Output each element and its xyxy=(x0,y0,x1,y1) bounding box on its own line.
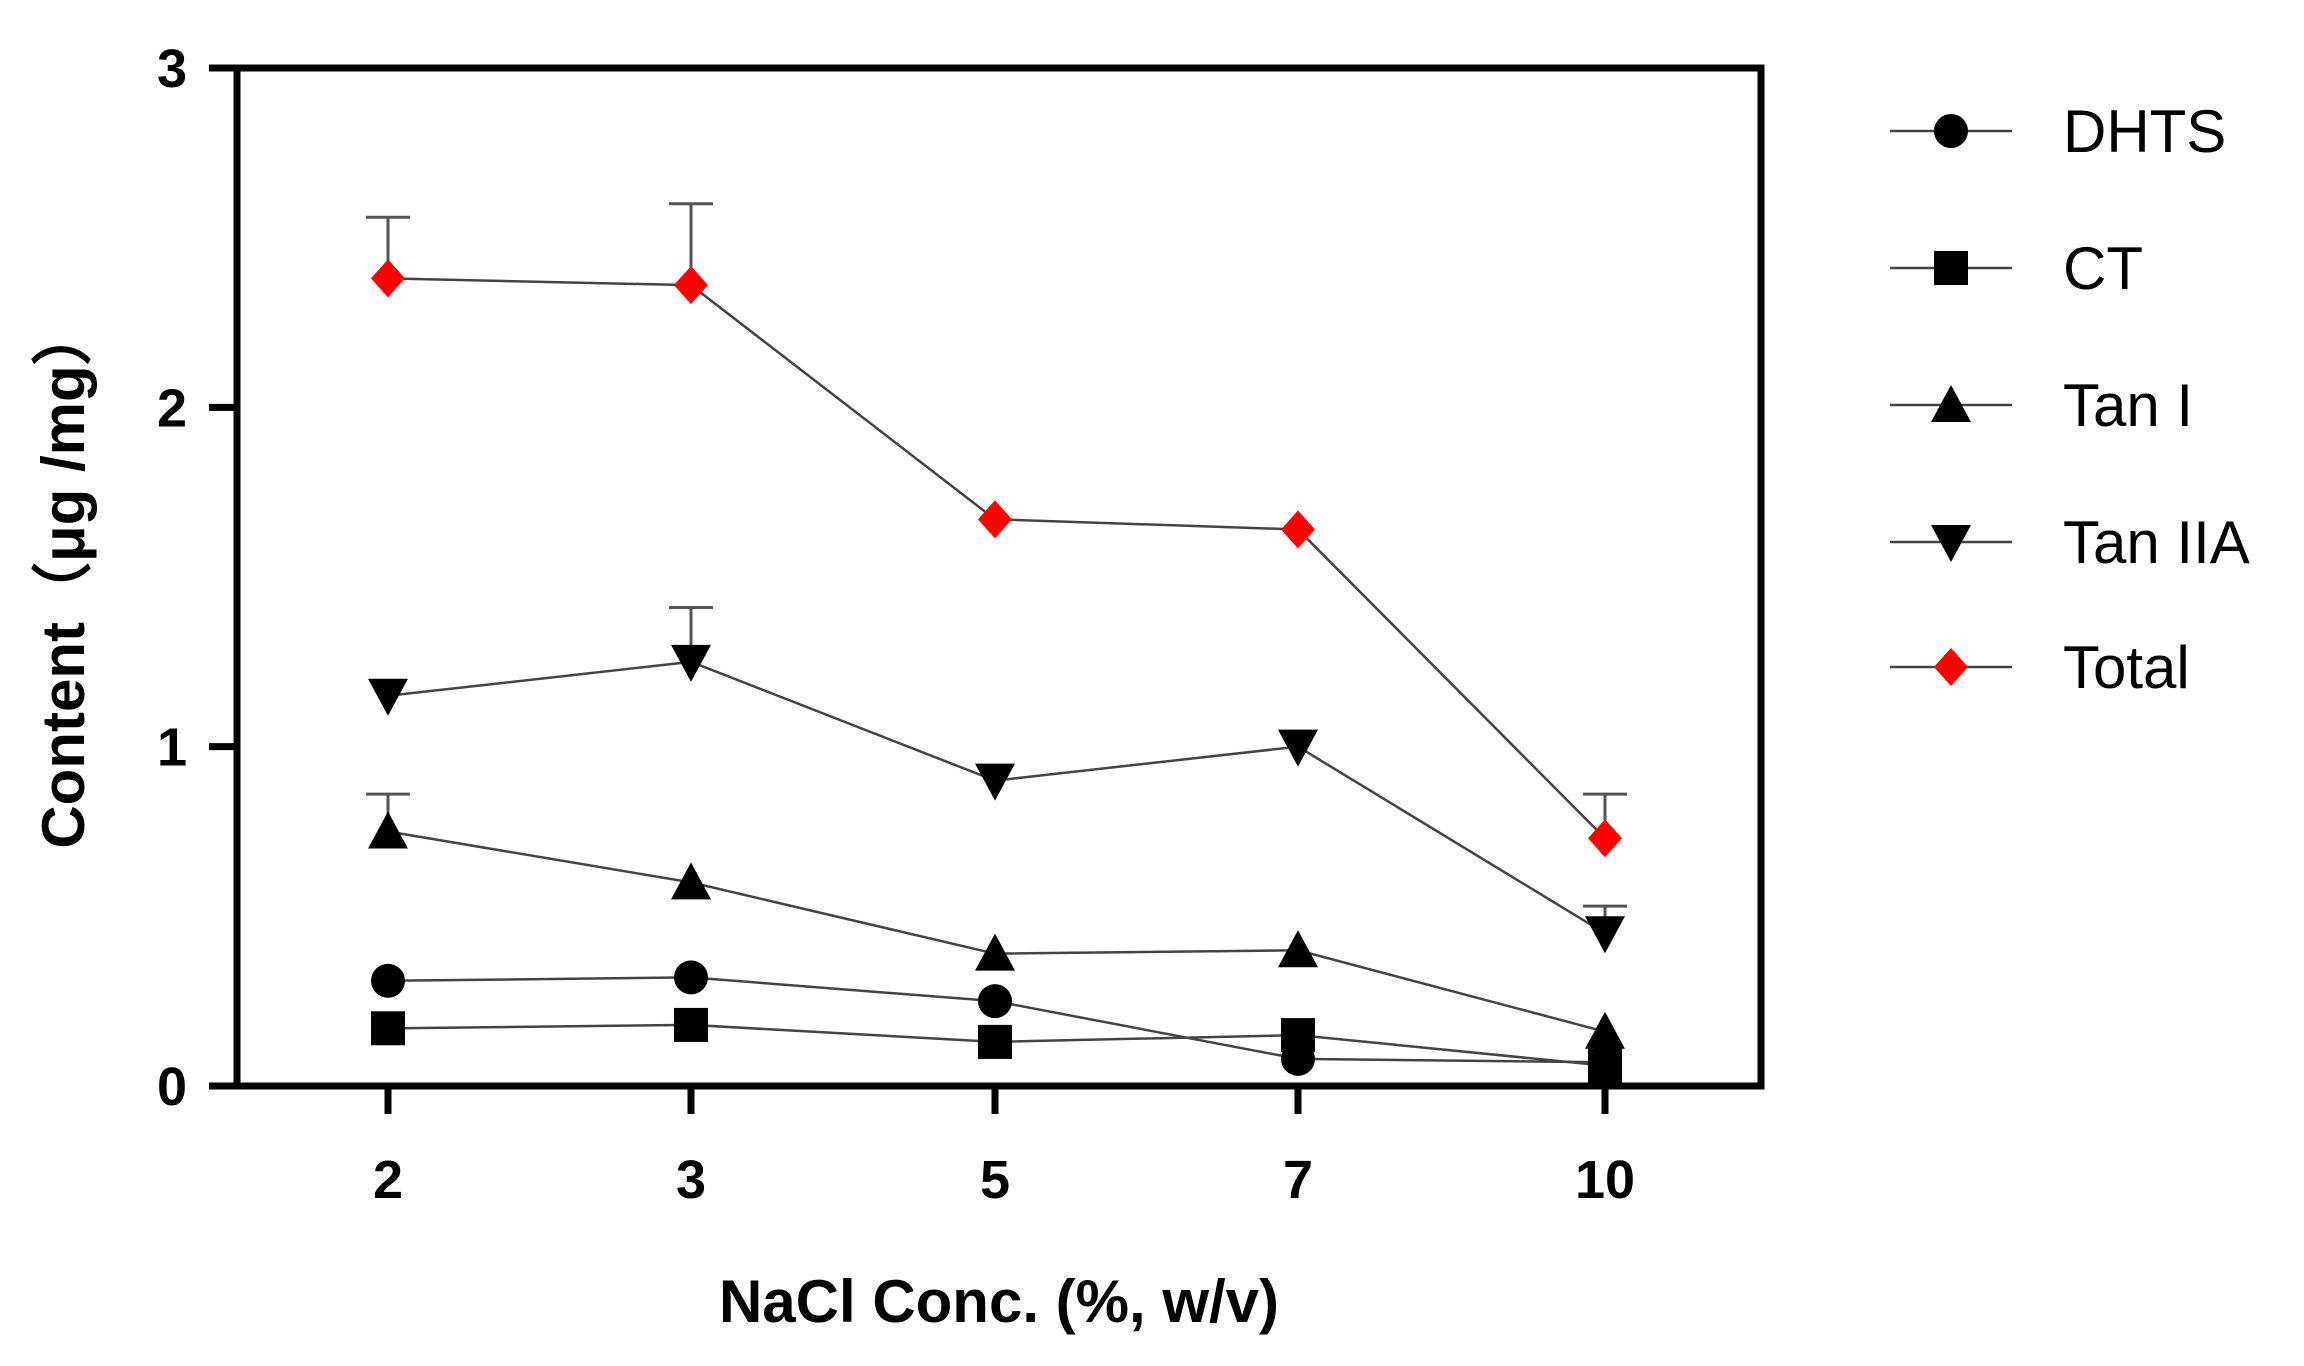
data-point xyxy=(671,862,711,900)
y-axis-title: Content（μg /mg） xyxy=(30,305,97,848)
y-tick-label: 3 xyxy=(157,39,187,99)
legend-item-tan-i: Tan I xyxy=(1890,372,2193,439)
data-point xyxy=(1281,510,1315,549)
legend-item-total: Total xyxy=(1890,634,2190,701)
data-point xyxy=(1588,1048,1622,1083)
legend-label: Tan I xyxy=(2063,372,2193,439)
legend-item-ct: CT xyxy=(1890,235,2143,302)
legend-marker xyxy=(1934,648,1968,686)
series-total xyxy=(366,202,1627,858)
x-tick-label: 5 xyxy=(980,1150,1010,1210)
legend-label: CT xyxy=(2063,235,2143,302)
y-tick-label: 2 xyxy=(157,378,187,438)
x-tick-label: 10 xyxy=(1575,1150,1635,1210)
x-tick-label: 3 xyxy=(676,1150,706,1210)
series-tan-iia xyxy=(368,606,1627,954)
data-point xyxy=(1278,729,1318,767)
legend-label: DHTS xyxy=(2063,98,2226,165)
data-point xyxy=(368,678,408,716)
plot-area xyxy=(366,202,1627,1083)
legend-item-dhts: DHTS xyxy=(1890,98,2226,165)
legend-marker xyxy=(1931,385,1971,422)
data-point xyxy=(371,963,405,998)
data-point xyxy=(371,1011,405,1046)
legend-marker xyxy=(1931,525,1971,562)
data-point xyxy=(1281,1018,1315,1053)
series-ct xyxy=(371,1007,1622,1083)
data-point xyxy=(674,266,708,305)
legend-item-tan-iia: Tan IIA xyxy=(1890,509,2250,576)
x-axis-title: NaCl Conc. (%, w/v) xyxy=(719,1268,1279,1335)
plot-frame xyxy=(233,64,1765,1090)
data-point xyxy=(1585,916,1625,954)
legend-marker xyxy=(1934,251,1968,285)
data-point xyxy=(371,259,405,298)
data-point xyxy=(1588,819,1622,858)
data-point xyxy=(674,1007,708,1042)
series-tan-i xyxy=(366,792,1625,1049)
data-point xyxy=(978,984,1012,1019)
x-tick-label: 2 xyxy=(373,1150,403,1210)
legend: DHTS CT Tan I Tan IIA Total xyxy=(1890,98,2250,701)
data-point xyxy=(978,500,1012,539)
legend-marker xyxy=(1934,114,1968,148)
legend-label: Total xyxy=(2063,634,2190,701)
y-tick-label: 0 xyxy=(157,1057,187,1117)
data-point xyxy=(1585,1011,1625,1049)
series-line xyxy=(387,277,1606,840)
axes: 0 1 2 3 2 3 5 7 10 xyxy=(157,39,1765,1210)
data-point xyxy=(674,960,708,995)
data-point xyxy=(1278,930,1318,968)
legend-label: Tan IIA xyxy=(2063,509,2250,576)
y-tick-label: 1 xyxy=(157,718,187,778)
data-point xyxy=(975,933,1015,971)
data-point xyxy=(975,763,1015,801)
series-dhts xyxy=(371,960,1622,1080)
data-point xyxy=(671,644,711,682)
data-point xyxy=(368,811,408,849)
x-tick-label: 7 xyxy=(1283,1150,1313,1210)
data-point xyxy=(978,1024,1012,1059)
